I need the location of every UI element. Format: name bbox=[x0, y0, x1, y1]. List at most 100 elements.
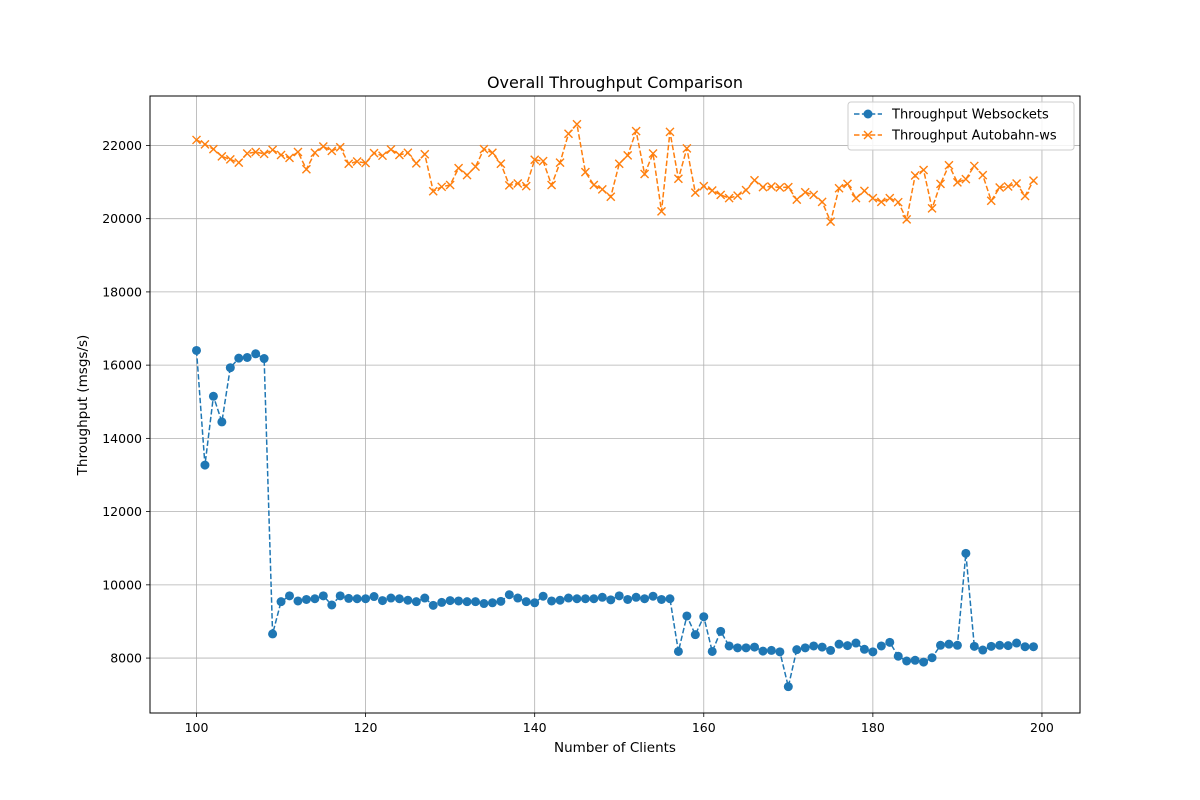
data-point-circle bbox=[750, 642, 759, 652]
data-point-x bbox=[555, 158, 565, 168]
data-point-x bbox=[564, 129, 573, 139]
data-point-x bbox=[978, 170, 988, 180]
data-point-x bbox=[716, 190, 726, 200]
data-point-x bbox=[268, 145, 278, 155]
data-point-x bbox=[876, 197, 886, 207]
data-point-circle bbox=[268, 629, 278, 639]
y-tick-label: 12000 bbox=[102, 504, 142, 519]
data-point-circle bbox=[301, 594, 311, 604]
data-point-circle bbox=[707, 646, 717, 656]
data-point-circle bbox=[369, 592, 379, 602]
data-point-circle bbox=[394, 594, 404, 604]
data-point-circle bbox=[936, 640, 945, 650]
data-point-x bbox=[462, 170, 472, 180]
data-point-circle bbox=[843, 641, 852, 651]
data-point-circle bbox=[428, 600, 438, 610]
data-point-circle bbox=[859, 644, 869, 654]
data-point-x bbox=[851, 193, 861, 203]
data-point-circle bbox=[690, 630, 700, 640]
data-point-circle bbox=[792, 645, 802, 655]
data-point-circle bbox=[995, 640, 1005, 650]
data-point-circle bbox=[783, 682, 793, 692]
data-point-x bbox=[276, 150, 286, 160]
legend-marker bbox=[863, 109, 873, 119]
data-point-x bbox=[454, 163, 464, 173]
data-point-circle bbox=[437, 597, 447, 607]
x-tick-label: 180 bbox=[861, 720, 885, 735]
data-point-circle bbox=[775, 647, 785, 657]
data-point-circle bbox=[471, 597, 480, 607]
data-point-circle bbox=[766, 645, 776, 655]
data-point-circle bbox=[285, 591, 294, 601]
data-point-circle bbox=[733, 643, 743, 653]
data-point-circle bbox=[657, 594, 666, 604]
data-point-x bbox=[310, 148, 320, 158]
data-point-x bbox=[1003, 181, 1013, 191]
legend: Throughput Websockets Throughput Autobahn… bbox=[847, 101, 1075, 151]
data-point-x bbox=[952, 177, 962, 187]
data-point-circle bbox=[758, 646, 768, 656]
data-point-circle bbox=[411, 597, 421, 607]
data-point-circle bbox=[327, 600, 337, 610]
data-point-x bbox=[665, 127, 675, 137]
data-point-circle bbox=[564, 593, 573, 603]
data-point-x bbox=[234, 158, 244, 168]
data-point-circle bbox=[335, 591, 345, 601]
data-point-circle bbox=[352, 594, 362, 604]
data-point-circle bbox=[504, 590, 514, 600]
data-point-x bbox=[961, 174, 971, 184]
data-point-circle bbox=[699, 612, 709, 622]
data-point-circle bbox=[969, 641, 979, 651]
data-point-x bbox=[352, 157, 362, 167]
data-point-x bbox=[606, 192, 616, 202]
data-point-x bbox=[378, 151, 387, 161]
data-point-x bbox=[420, 149, 430, 159]
data-point-circle bbox=[496, 596, 506, 606]
data-point-circle bbox=[530, 598, 540, 608]
data-point-circle bbox=[318, 591, 328, 601]
data-point-x bbox=[936, 179, 945, 189]
data-point-x bbox=[251, 147, 261, 157]
data-point-circle bbox=[910, 655, 920, 665]
data-point-circle bbox=[361, 594, 371, 604]
data-point-x bbox=[487, 148, 497, 158]
data-point-circle bbox=[851, 638, 861, 648]
y-tick-label: 10000 bbox=[102, 577, 142, 592]
data-point-circle bbox=[462, 597, 472, 607]
data-point-x bbox=[800, 187, 810, 197]
data-point-x bbox=[530, 155, 540, 165]
data-point-circle bbox=[716, 626, 726, 636]
data-point-circle bbox=[293, 596, 303, 606]
data-point-circle bbox=[876, 641, 886, 651]
data-point-x bbox=[750, 175, 759, 185]
data-point-x bbox=[724, 193, 734, 203]
data-point-circle bbox=[547, 596, 557, 606]
data-point-circle bbox=[648, 591, 658, 601]
data-point-x bbox=[834, 183, 844, 193]
y-tick-label: 16000 bbox=[102, 358, 142, 373]
data-point-x bbox=[403, 148, 413, 158]
data-point-circle bbox=[1003, 641, 1013, 651]
data-point-circle bbox=[234, 353, 244, 363]
data-point-x bbox=[318, 142, 328, 152]
y-tick-label: 8000 bbox=[110, 651, 142, 666]
data-point-x bbox=[445, 180, 455, 190]
data-point-x bbox=[327, 146, 337, 156]
data-point-circle bbox=[893, 651, 903, 661]
data-point-circle bbox=[217, 417, 227, 427]
ticks: 100 120 140 160 180 200 8000 10000 12000 14000 160… bbox=[102, 138, 1054, 735]
data-point-x bbox=[699, 181, 709, 191]
data-point-circle bbox=[200, 460, 210, 470]
data-point-x bbox=[783, 182, 793, 192]
data-point-x bbox=[580, 167, 590, 177]
data-point-circle bbox=[682, 611, 692, 621]
y-tick-label: 18000 bbox=[102, 284, 142, 299]
x-tick-label: 120 bbox=[354, 720, 378, 735]
data-point-circle bbox=[572, 594, 582, 604]
data-point-circle bbox=[902, 656, 912, 666]
data-point-x bbox=[927, 203, 937, 213]
legend-marker bbox=[863, 130, 873, 140]
data-point-circle bbox=[208, 391, 218, 401]
data-point-x bbox=[521, 181, 531, 191]
